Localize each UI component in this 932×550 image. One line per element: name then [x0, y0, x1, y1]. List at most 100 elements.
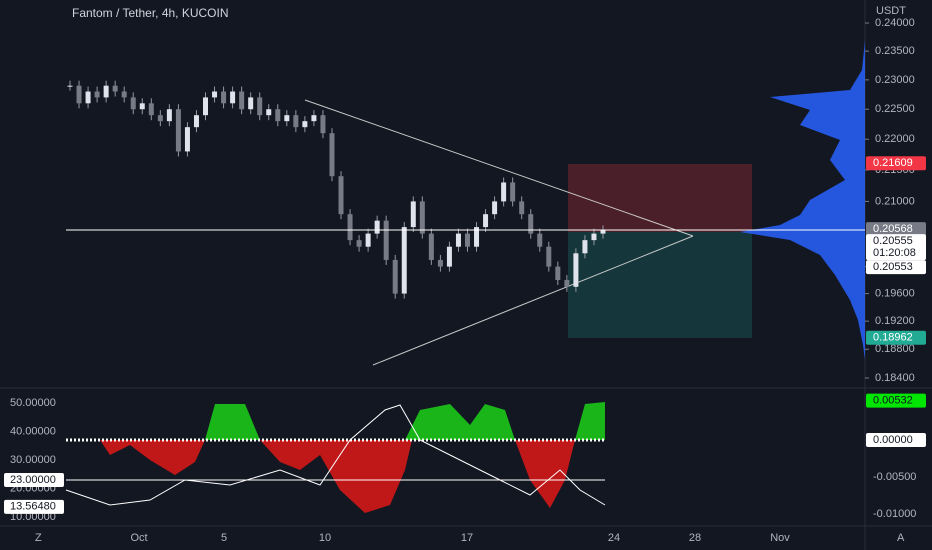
price-tag-label: 0.20555 — [873, 235, 913, 247]
x-tick-label: Nov — [770, 532, 790, 544]
candle — [76, 85, 82, 104]
candle — [474, 227, 480, 247]
candle — [437, 259, 443, 267]
y-tick-label: 0.24000 — [875, 17, 915, 29]
indicator-area — [66, 440, 205, 475]
stop-zone — [568, 164, 752, 232]
candle — [573, 253, 579, 287]
y2-tick-label: -0.00500 — [873, 471, 916, 483]
x-tick-label: 10 — [319, 532, 331, 544]
candle — [275, 109, 281, 122]
candle — [175, 109, 181, 152]
candle — [121, 91, 127, 98]
volume-profile — [740, 40, 865, 360]
candle — [266, 109, 272, 116]
indicator-tick-label: 10.00000 — [10, 511, 56, 523]
auto-scale-button[interactable]: A — [897, 532, 905, 544]
price-tag — [866, 156, 926, 171]
candle — [212, 91, 218, 98]
candle — [311, 115, 317, 122]
candle — [257, 97, 263, 116]
value-tag-label: 0.00532 — [873, 395, 913, 407]
candle — [284, 115, 290, 122]
candle — [356, 240, 362, 247]
candle — [519, 201, 525, 215]
y-tick-label: 0.19600 — [875, 287, 915, 299]
candle — [401, 227, 407, 294]
price-tag — [866, 260, 926, 275]
price-tag — [866, 234, 926, 261]
x-tick-label: 17 — [461, 532, 473, 544]
x-tick-label: 24 — [608, 532, 620, 544]
y-tick-label: 0.18400 — [875, 372, 915, 384]
candle — [148, 103, 154, 116]
candle — [510, 182, 516, 202]
candle — [347, 214, 353, 241]
indicator-line — [65, 404, 606, 506]
candle — [555, 266, 561, 281]
candle — [501, 182, 507, 202]
candle — [184, 127, 190, 152]
candle — [248, 97, 254, 110]
level-tag-label: 23.00000 — [10, 474, 56, 486]
indicator-tick-label: 50.00000 — [10, 397, 56, 409]
candle — [103, 85, 109, 98]
value-tag — [866, 393, 926, 408]
scroll-button[interactable]: Z — [35, 532, 42, 544]
candle — [492, 201, 498, 215]
indicator-area — [260, 440, 412, 513]
y-tick-label: 0.22000 — [875, 133, 915, 145]
candle — [239, 91, 245, 110]
candle — [455, 233, 461, 247]
candle — [302, 121, 308, 128]
candle — [410, 201, 416, 228]
candle — [464, 233, 470, 247]
candle — [193, 115, 199, 128]
candle — [221, 91, 227, 104]
candle — [166, 109, 172, 122]
candle — [591, 233, 597, 241]
level-tag-label: 13.56480 — [10, 501, 56, 513]
x-tick-label: 5 — [221, 532, 227, 544]
indicator-tick-label: 40.00000 — [10, 425, 56, 437]
y-tick-label: 0.19200 — [875, 315, 915, 327]
target-zone — [568, 232, 752, 338]
level-tag — [4, 499, 64, 514]
indicator-area — [515, 440, 575, 508]
price-tag — [866, 222, 926, 237]
candle — [139, 103, 145, 110]
countdown: 01:20:08 — [873, 247, 916, 259]
candle — [157, 115, 163, 122]
candle — [374, 220, 380, 234]
candle — [419, 201, 425, 234]
candle — [329, 133, 335, 177]
y2-tick-label: -0.01000 — [873, 508, 916, 520]
candle — [365, 233, 371, 247]
price-tag-label: 0.21609 — [873, 157, 913, 169]
y-tick-label: 0.22500 — [875, 103, 915, 115]
candle — [383, 220, 389, 260]
y-tick-label: 0.21000 — [875, 195, 915, 207]
candle — [320, 115, 326, 134]
chart-title: Fantom / Tether, 4h, KUCOIN — [72, 6, 229, 20]
trend-line — [372, 235, 694, 366]
price-tag-label: 0.20568 — [873, 223, 913, 235]
x-tick-label: 28 — [689, 532, 701, 544]
candle — [546, 246, 552, 267]
candle — [392, 259, 398, 294]
candle — [564, 280, 570, 287]
price-tag-label: 0.20553 — [873, 261, 913, 273]
candle — [230, 91, 236, 104]
candle — [537, 233, 543, 247]
candle — [483, 214, 489, 228]
candle — [112, 85, 118, 92]
indicator-area — [205, 404, 260, 440]
candle — [85, 91, 91, 104]
candle — [130, 97, 136, 110]
price-tag-label: 0.18962 — [873, 332, 913, 344]
y-tick-label: 0.23500 — [875, 45, 915, 57]
level-tag — [4, 472, 64, 487]
indicator-area — [575, 402, 605, 440]
candle — [428, 233, 434, 260]
